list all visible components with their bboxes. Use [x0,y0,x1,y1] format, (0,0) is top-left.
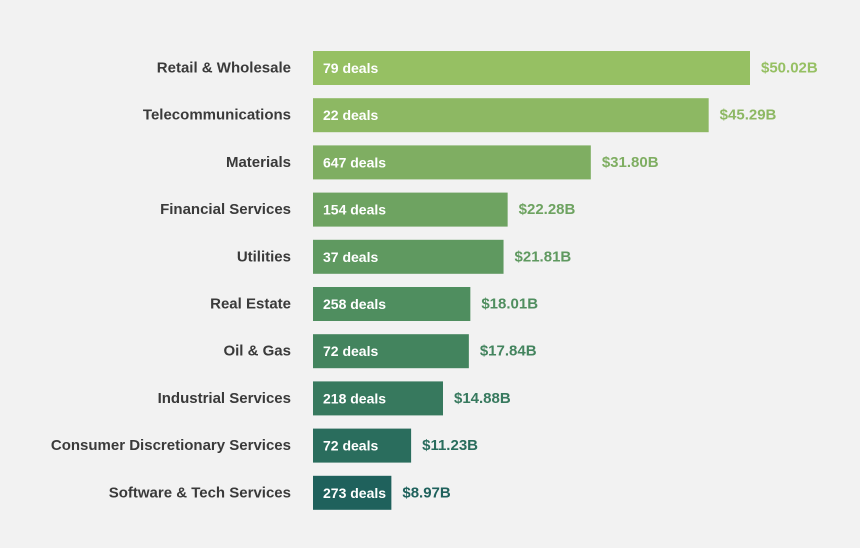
deal-count-label: 22 deals [323,107,378,123]
deal-count-label: 647 deals [323,154,386,170]
bar [313,192,508,227]
value-label: $11.23B [422,437,478,454]
deal-count-label: 258 deals [323,296,386,312]
bar [313,475,392,510]
category-label: Financial Services [160,201,291,218]
bar [313,239,504,274]
category-label: Retail & Wholesale [157,60,291,77]
category-label: Oil & Gas [223,343,291,360]
deal-count-label: 154 deals [323,202,386,218]
bar [313,51,750,85]
bar [313,145,591,180]
category-label: Industrial Services [158,390,291,407]
category-label: Software & Tech Services [109,484,291,501]
category-label: Real Estate [210,296,291,313]
bar [313,381,443,416]
value-label: $14.88B [454,390,511,407]
deal-count-label: 79 deals [323,60,378,76]
category-label: Telecommunications [143,107,291,124]
value-label: $8.97B [402,484,451,501]
category-label: Utilities [237,248,291,265]
value-label: $45.29B [720,107,777,124]
bar [313,287,471,321]
value-label: $17.84B [480,343,537,360]
deal-count-label: 72 deals [323,343,378,359]
value-label: $21.81B [515,248,572,265]
value-label: $18.01B [481,296,538,313]
value-label: $31.80B [602,154,659,171]
bar [313,98,709,133]
bar [313,334,469,369]
category-label: Consumer Discretionary Services [51,437,291,454]
deal-count-label: 37 deals [323,249,378,265]
deal-count-label: 72 deals [323,438,378,454]
deal-count-label: 273 deals [323,485,386,501]
deal-count-label: 218 deals [323,390,386,406]
category-label: Materials [226,154,291,171]
value-label: $50.02B [761,60,818,77]
bar [313,428,412,463]
value-label: $22.28B [519,201,576,218]
